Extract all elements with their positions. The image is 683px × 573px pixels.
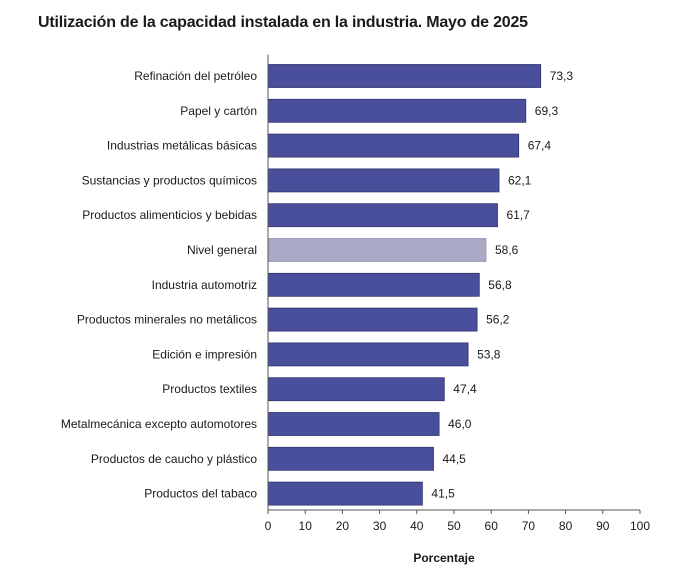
category-label: Industrias metálicas básicas — [107, 139, 257, 153]
bar — [267, 203, 498, 228]
bars-layer: Refinación del petróleo 73,3 Papel y cartó… — [61, 64, 574, 506]
bar-row: Productos de caucho y plástico 44,5 — [91, 446, 467, 471]
bar — [267, 446, 434, 471]
x-tick-label: 40 — [410, 519, 424, 533]
x-tick-label: 60 — [485, 519, 499, 533]
value-label: 67,4 — [528, 139, 552, 153]
category-label: Industria automotriz — [152, 278, 257, 292]
value-label: 69,3 — [535, 104, 559, 118]
category-label: Productos textiles — [162, 382, 257, 396]
value-label: 53,8 — [477, 347, 501, 361]
category-label: Productos de caucho y plástico — [91, 452, 257, 466]
bar — [267, 307, 478, 332]
category-label: Nivel general — [187, 243, 257, 257]
x-tick-label: 90 — [596, 519, 610, 533]
bar — [267, 168, 500, 193]
x-tick-label: 30 — [373, 519, 387, 533]
bar-row: Productos textiles 47,4 — [162, 377, 477, 402]
category-label: Metalmecánica excepto automotores — [61, 417, 257, 431]
value-label: 47,4 — [453, 382, 477, 396]
value-label: 46,0 — [448, 417, 472, 431]
bar — [267, 412, 440, 436]
category-label: Papel y cartón — [180, 104, 257, 118]
category-label: Edición e impresión — [152, 347, 257, 361]
value-label: 41,5 — [431, 487, 455, 501]
bar — [267, 272, 480, 297]
value-label: 61,7 — [507, 208, 531, 222]
x-tick-label: 10 — [299, 519, 313, 533]
bar — [267, 238, 487, 262]
category-label: Productos del tabaco — [144, 487, 257, 501]
bar-row: Industrias metálicas básicas 67,4 — [107, 133, 552, 158]
bar-row: Metalmecánica excepto automotores 46,0 — [61, 412, 472, 436]
bar — [267, 377, 445, 402]
value-label: 56,8 — [488, 278, 512, 292]
bar-row: Productos alimenticios y bebidas 61,7 — [82, 203, 531, 228]
bar-row: Productos minerales no metálicos 56,2 — [77, 307, 510, 332]
value-label: 56,2 — [486, 313, 510, 327]
bar-row: Industria automotriz 56,8 — [152, 272, 512, 297]
x-tick-label: 100 — [630, 519, 650, 533]
chart-title: Utilización de la capacidad instalada en… — [38, 14, 528, 31]
x-tick-label: 70 — [522, 519, 536, 533]
bar — [267, 342, 469, 367]
category-label: Productos minerales no metálicos — [77, 313, 257, 327]
x-tick-label: 80 — [559, 519, 573, 533]
value-label: 62,1 — [508, 173, 532, 187]
value-label: 58,6 — [495, 243, 519, 257]
bar-row: Edición e impresión 53,8 — [152, 342, 501, 367]
value-label: 73,3 — [550, 69, 574, 83]
bar-row: Nivel general 58,6 — [187, 238, 519, 262]
bar — [267, 133, 520, 158]
bar-row: Productos del tabaco 41,5 — [144, 481, 455, 506]
category-label: Sustancias y productos químicos — [82, 173, 257, 187]
x-tick-label: 20 — [336, 519, 350, 533]
category-label: Productos alimenticios y bebidas — [82, 208, 257, 222]
bar — [267, 481, 423, 506]
x-axis: 0 10 20 30 40 50 60 70 80 90 100 — [265, 54, 650, 533]
bar-row: Sustancias y productos químicos 62,1 — [82, 168, 532, 193]
bar — [267, 98, 527, 123]
x-tick-label: 50 — [447, 519, 461, 533]
x-tick-label: 0 — [265, 519, 272, 533]
value-label: 44,5 — [443, 452, 467, 466]
bar-row: Papel y cartón 69,3 — [180, 98, 559, 123]
bar — [267, 64, 542, 88]
bar-row: Refinación del petróleo 73,3 — [134, 64, 574, 88]
x-axis-title: Porcentaje — [413, 551, 475, 565]
category-label: Refinación del petróleo — [134, 69, 257, 83]
